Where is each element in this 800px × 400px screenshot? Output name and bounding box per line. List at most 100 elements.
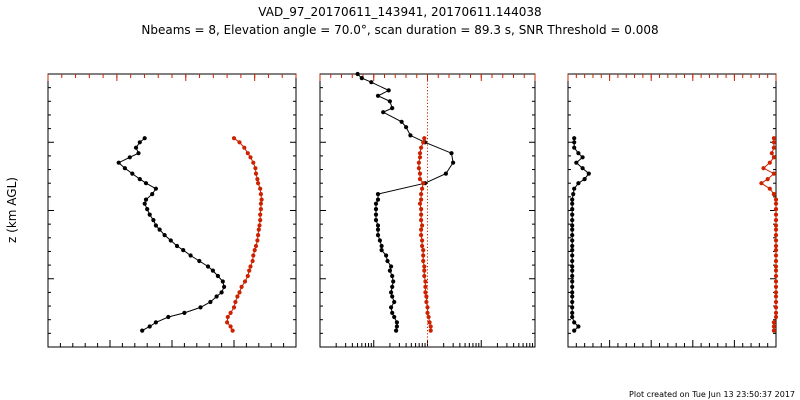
data-point bbox=[765, 177, 770, 182]
data-point bbox=[451, 160, 456, 165]
data-point bbox=[422, 273, 427, 279]
data-point bbox=[773, 207, 779, 212]
title-line-2: Nbeams = 8, Elevation angle = 70.0°, sca… bbox=[141, 23, 658, 37]
data-point bbox=[422, 268, 427, 273]
data-point bbox=[373, 201, 379, 206]
data-point bbox=[375, 233, 381, 238]
data-point bbox=[251, 253, 256, 258]
data-point bbox=[572, 140, 577, 145]
data-point bbox=[773, 253, 779, 258]
data-point bbox=[570, 290, 575, 295]
data-point bbox=[250, 258, 255, 264]
data-point bbox=[375, 192, 381, 197]
data-point bbox=[233, 299, 238, 305]
data-point bbox=[239, 284, 244, 289]
data-point bbox=[235, 294, 240, 299]
data-point bbox=[140, 328, 145, 333]
data-point bbox=[419, 212, 424, 217]
data-point bbox=[570, 201, 575, 206]
data-point bbox=[572, 328, 577, 333]
data-point bbox=[387, 99, 392, 104]
data-point bbox=[259, 197, 264, 202]
data-point bbox=[373, 207, 379, 212]
data-point bbox=[419, 218, 424, 223]
data-point bbox=[570, 207, 575, 212]
data-point bbox=[151, 218, 156, 223]
data-point bbox=[420, 238, 425, 243]
data-point bbox=[759, 181, 764, 186]
data-point bbox=[576, 324, 581, 329]
data-point bbox=[245, 273, 250, 279]
series-line-snr bbox=[357, 73, 454, 331]
series-line-residual bbox=[571, 138, 590, 331]
data-point bbox=[428, 324, 433, 329]
data-point bbox=[256, 227, 261, 232]
data-point bbox=[157, 227, 162, 232]
data-point bbox=[773, 197, 779, 202]
data-point bbox=[773, 310, 779, 315]
data-point bbox=[256, 181, 261, 186]
data-point bbox=[771, 324, 777, 329]
data-point bbox=[392, 314, 397, 320]
data-point bbox=[253, 243, 259, 249]
data-point bbox=[416, 166, 421, 171]
data-point bbox=[404, 125, 409, 130]
data-point bbox=[773, 294, 779, 299]
data-point bbox=[570, 238, 575, 243]
data-point bbox=[137, 140, 142, 145]
data-point bbox=[761, 166, 766, 171]
data-point bbox=[133, 145, 139, 150]
data-point bbox=[373, 212, 379, 217]
data-point bbox=[373, 218, 379, 223]
data-point bbox=[424, 294, 429, 299]
data-point bbox=[385, 258, 390, 264]
series-line-wind-speed bbox=[117, 137, 225, 332]
data-point bbox=[422, 136, 427, 141]
footer: Plot created on Tue Jun 13 23:50:37 2017 bbox=[629, 390, 795, 399]
data-point bbox=[215, 273, 220, 279]
data-point bbox=[773, 212, 779, 217]
data-point bbox=[197, 258, 202, 264]
data-point bbox=[570, 310, 575, 315]
data-point bbox=[570, 284, 575, 289]
data-point bbox=[582, 177, 587, 182]
data-point bbox=[153, 320, 158, 325]
data-point bbox=[122, 166, 127, 171]
data-point bbox=[355, 71, 360, 77]
data-point bbox=[387, 268, 392, 273]
data-point bbox=[162, 233, 167, 238]
data-point bbox=[394, 328, 399, 333]
data-point bbox=[570, 299, 575, 305]
data-point bbox=[773, 279, 779, 284]
data-point bbox=[205, 264, 211, 269]
data-point bbox=[228, 310, 233, 315]
data-point bbox=[399, 119, 404, 124]
data-point bbox=[773, 223, 779, 228]
plot-frame bbox=[567, 73, 777, 348]
data-point bbox=[390, 106, 395, 111]
data-point bbox=[255, 238, 260, 243]
data-point bbox=[394, 320, 399, 325]
data-point bbox=[166, 314, 171, 320]
data-point bbox=[220, 279, 225, 284]
data-point bbox=[417, 201, 423, 206]
data-point bbox=[570, 268, 575, 273]
data-point bbox=[188, 253, 193, 258]
snr-panel bbox=[319, 71, 536, 348]
data-point bbox=[423, 279, 428, 284]
data-point bbox=[386, 88, 391, 93]
data-point bbox=[570, 248, 575, 253]
data-point bbox=[137, 177, 142, 182]
data-point bbox=[574, 160, 579, 165]
data-point bbox=[390, 284, 395, 289]
data-point bbox=[572, 145, 577, 150]
data-point bbox=[572, 136, 577, 141]
data-point bbox=[773, 238, 779, 243]
data-point bbox=[570, 243, 575, 249]
data-point bbox=[153, 186, 158, 191]
data-point bbox=[198, 305, 203, 310]
data-point bbox=[145, 207, 150, 212]
data-point bbox=[174, 243, 180, 249]
data-point bbox=[419, 227, 424, 232]
data-point bbox=[219, 290, 224, 295]
